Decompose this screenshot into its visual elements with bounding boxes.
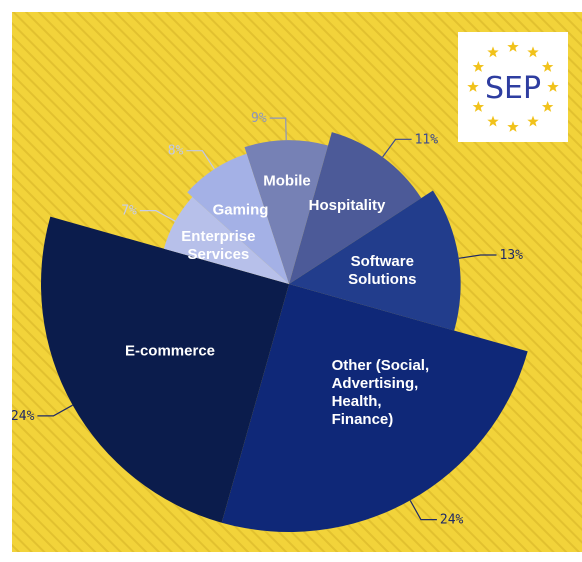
slice-label: Other (Social, Advertising, Health, Finance… [332,357,430,428]
percent-label: 11% [415,132,439,147]
leader-line [139,210,176,222]
slice-label: Mobile [263,172,311,189]
percent-callouts: 9% 11% 13% 24% 24% 7% 8% [12,111,523,527]
leader-line [269,117,287,141]
percent-label: 9% [251,111,267,126]
star-icon [527,115,539,127]
percent-label: 24% [440,513,464,528]
slice-labels: Mobile Hospitality Software Solutions Other … [125,172,429,428]
pie-slice-software-solutions [289,190,461,331]
leader-line [186,150,215,170]
star-icon [472,61,485,72]
star-icon [507,121,519,132]
star-icon [507,41,519,52]
star-icon [467,81,479,92]
sep-logo: SEP [458,32,568,142]
pie-slice-e-commerce [40,216,290,523]
slice-label: Software Solutions [348,253,416,288]
star-icon [541,101,554,112]
slice-label: E-commerce [125,343,215,360]
percent-label: 8% [168,144,184,159]
leader-line [37,404,73,417]
slice-label: Enterprise Services [181,228,255,263]
percent-label: 13% [500,248,524,263]
pie-slices [40,132,528,533]
logo-text: SEP [485,71,541,106]
leader-line [458,254,497,259]
pie-slice-other-social-advertising-health-finance [221,284,528,533]
pie-slice-mobile [244,140,329,284]
chart-frame: Mobile Hospitality Software Solutions Other … [12,12,582,552]
slice-label: Hospitality [309,197,386,214]
pie-slice-hospitality [289,132,422,284]
star-icon [541,61,554,72]
star-icon [472,101,485,112]
percent-label: 7% [121,204,137,219]
leader-line [409,500,437,521]
leader-line [382,138,412,158]
star-icon [547,81,559,92]
slice-label: Gaming [213,201,269,218]
pie-slice-gaming [187,153,289,284]
star-ring [467,41,559,132]
percent-label: 24% [12,409,35,424]
pie-slice-enterprise-services [163,197,289,284]
star-icon [487,115,499,127]
star-icon [527,46,539,58]
star-icon [487,46,499,58]
pie-chart: Mobile Hospitality Software Solutions Other … [12,12,582,552]
